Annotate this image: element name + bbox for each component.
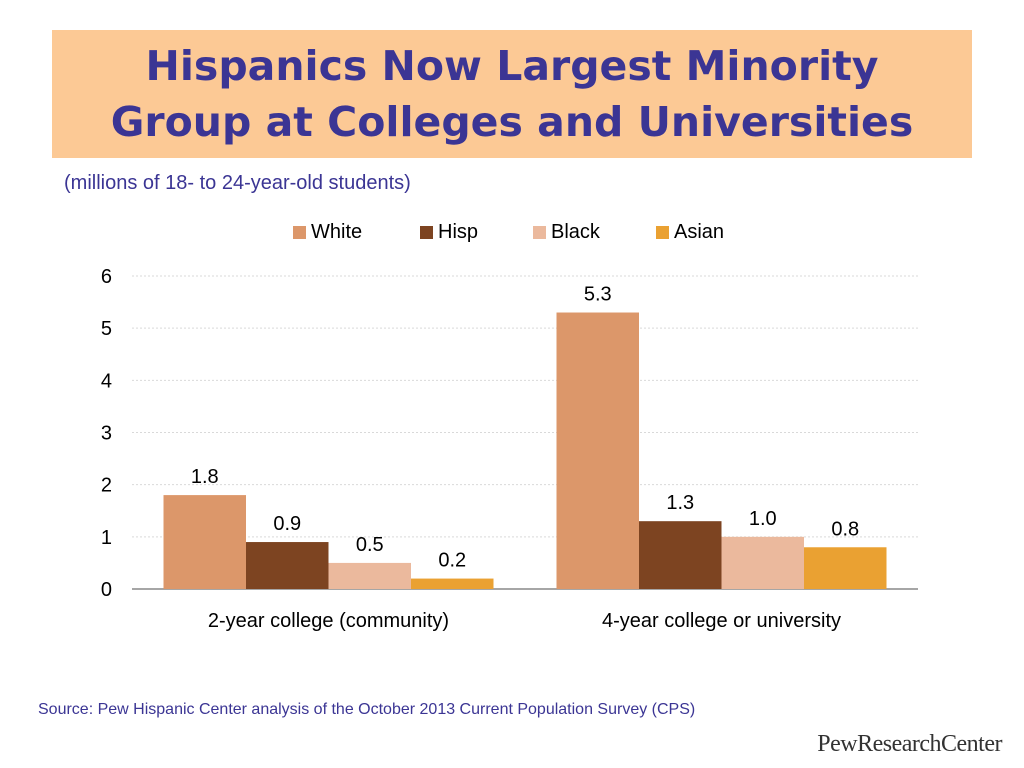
bar-white: [163, 495, 246, 589]
x-category-label: 4-year college or university: [602, 610, 841, 632]
legend-swatch-asian: [656, 226, 669, 239]
data-label: 1.3: [666, 492, 694, 514]
data-label: 0.8: [831, 518, 859, 540]
chart-legend: White Hisp Black Asian: [0, 221, 1024, 247]
y-tick-label: 5: [101, 318, 112, 340]
source-note: Source: Pew Hispanic Center analysis of …: [38, 701, 696, 718]
bar-asian: [804, 547, 887, 589]
y-tick-label: 0: [101, 579, 112, 601]
legend-label-white: White: [311, 221, 363, 243]
bar-chart: 0 1 2 3 4 5 6 1.8 0.9 0.5 0.2 2-year college (commu…: [101, 266, 918, 632]
x-category-label: 2-year college (community): [208, 610, 449, 632]
bar-black: [328, 562, 411, 589]
legend-item-asian: Asian: [656, 221, 724, 244]
data-label: 1.0: [749, 508, 777, 530]
legend-swatch-black: [533, 226, 546, 239]
title-line-1: Hispanics Now Largest Minority: [145, 42, 879, 90]
chart-subtitle: (millions of 18- to 24-year-old students…: [64, 172, 411, 194]
y-tick-label: 3: [101, 423, 112, 445]
y-tick-label: 6: [101, 266, 112, 288]
legend-label-asian: Asian: [674, 221, 725, 243]
legend-label-hisp: Hisp: [438, 221, 479, 243]
data-label: 0.5: [356, 534, 384, 556]
y-tick-label: 1: [101, 527, 112, 549]
y-tick-label: 2: [101, 475, 112, 497]
data-label: 1.8: [191, 466, 219, 488]
legend-item-white: White: [293, 221, 362, 244]
legend-label-black: Black: [551, 221, 600, 243]
bar-hisp: [246, 542, 329, 589]
legend-item-black: Black: [533, 221, 600, 244]
data-label: 5.3: [584, 284, 612, 306]
y-tick-label: 4: [101, 370, 112, 392]
bar-white: [556, 312, 639, 589]
bar-hisp: [639, 521, 722, 589]
pew-research-center-logo: PewResearchCenter: [817, 731, 1002, 757]
bar-black: [721, 536, 804, 589]
title-line-2: Group at Colleges and Universities: [110, 98, 914, 146]
data-label: 0.9: [273, 513, 301, 535]
data-label: 0.2: [438, 550, 466, 572]
title-banner: Hispanics Now Largest Minority Group at …: [52, 30, 972, 158]
legend-item-hisp: Hisp: [420, 221, 478, 244]
legend-swatch-hisp: [420, 226, 433, 239]
legend-swatch-white: [293, 226, 306, 239]
bar-asian: [411, 578, 494, 589]
